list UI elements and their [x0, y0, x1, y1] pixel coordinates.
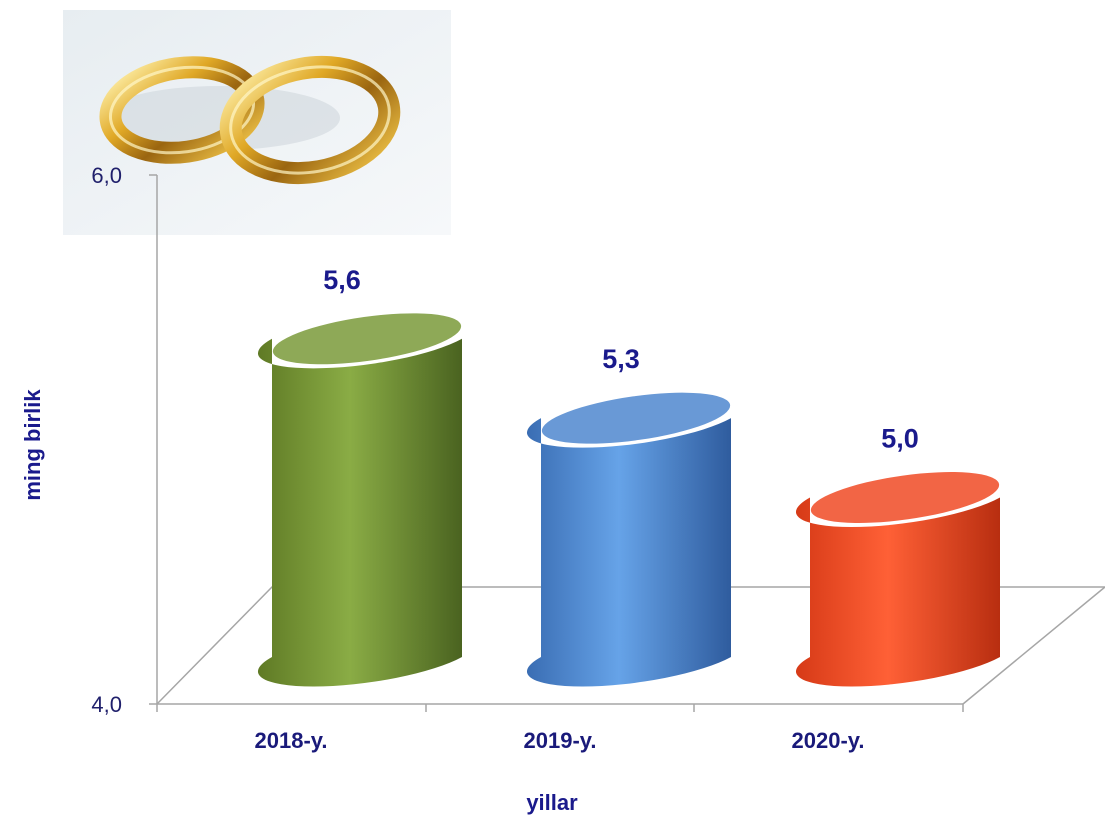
bar: 5,3 [527, 344, 733, 686]
bars: 5,6 5,3 5,0 [258, 265, 1002, 687]
bar: 5,0 [796, 424, 1002, 687]
data-label: 5,3 [602, 344, 640, 374]
x-tick-label: 2018-y. [255, 728, 328, 753]
bar-body [527, 418, 731, 686]
data-label: 5,0 [881, 424, 919, 454]
y-axis-title: ming birlik [20, 389, 45, 501]
y-tick-label-min: 4,0 [91, 692, 122, 717]
bar: 5,6 [258, 265, 464, 687]
bar-body [796, 498, 1000, 687]
x-tick-label: 2020-y. [792, 728, 865, 753]
x-tick-label: 2019-y. [524, 728, 597, 753]
y-tick-label-max: 6,0 [91, 163, 122, 188]
wedding-rings-image [63, 10, 451, 235]
x-axis-title: yillar [526, 790, 578, 815]
bar-body [258, 339, 462, 687]
data-label: 5,6 [323, 265, 361, 295]
